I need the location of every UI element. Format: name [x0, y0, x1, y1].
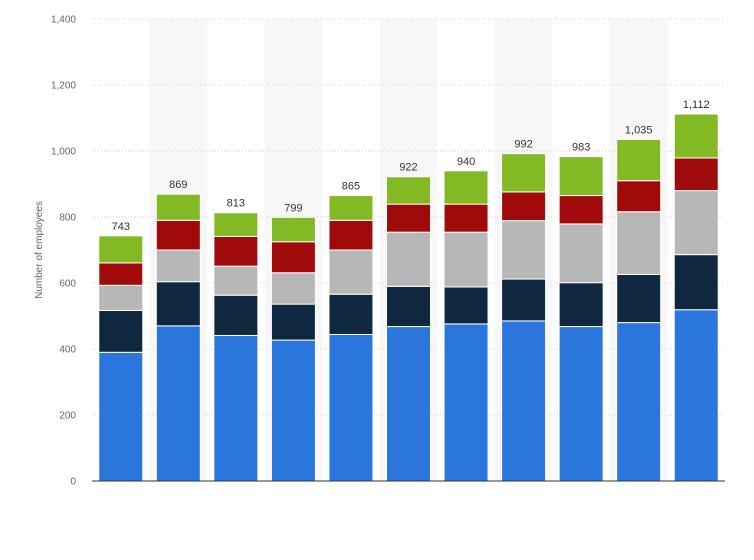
- bar-segment: [155, 249, 201, 283]
- y-axis-title: Number of employees: [34, 201, 45, 299]
- bar-segment: [616, 138, 662, 182]
- bar-segment: [558, 223, 604, 284]
- bar-segment: [213, 334, 259, 482]
- bar-segment: [213, 235, 259, 267]
- bar-segment: [386, 176, 431, 205]
- bar-total-label: 983: [572, 142, 590, 154]
- bar-segment: [616, 273, 662, 324]
- bar-segment: [270, 216, 316, 243]
- bar-segment: [98, 235, 144, 264]
- bar-total-label: 1,035: [625, 124, 653, 136]
- bar-segment: [673, 309, 719, 482]
- bar-segment: [386, 326, 431, 482]
- bar-segment: [155, 193, 201, 221]
- bar-segment: [558, 195, 604, 225]
- bar-total-labels: 743 869 813 799 865 922 940 992 983 1,035 1,112: [112, 99, 710, 233]
- bar-segment: [386, 231, 431, 287]
- bar-segment: [213, 294, 259, 336]
- bar-segment: [328, 195, 374, 221]
- bar-segment: [673, 190, 719, 256]
- bar-segment: [616, 322, 662, 482]
- bar-segment: [443, 231, 489, 288]
- y-tick-label: 800: [59, 213, 76, 224]
- bar-segment: [616, 211, 662, 275]
- y-tick-label: 400: [59, 345, 76, 356]
- bar-segment: [558, 156, 604, 197]
- bar-segment: [673, 157, 719, 192]
- y-tick-label: 1,000: [51, 147, 76, 158]
- bar-segment: [558, 282, 604, 328]
- bar-segment: [328, 333, 374, 482]
- bar-segment: [501, 153, 547, 193]
- bar-segment: [328, 293, 374, 335]
- bar-total-label: 869: [169, 179, 187, 191]
- y-tick-label: 0: [70, 477, 76, 488]
- bar-segment: [673, 113, 719, 159]
- bar-segment: [443, 203, 489, 233]
- bar-segment: [501, 320, 547, 482]
- bar-segment: [501, 278, 547, 322]
- bar-segment: [98, 262, 144, 286]
- bar-segment: [213, 212, 259, 237]
- bar-segment: [270, 303, 316, 341]
- bar-segment: [616, 180, 662, 213]
- bar-segment: [501, 191, 547, 222]
- bar-segment: [155, 281, 201, 327]
- bar-segment: [270, 272, 316, 305]
- bar-segment: [443, 286, 489, 325]
- bar-total-label: 743: [112, 221, 130, 233]
- y-tick-label: 1,200: [51, 81, 76, 92]
- bar-total-label: 940: [457, 156, 475, 168]
- bar-total-label: 813: [227, 198, 245, 210]
- bar-total-label: 799: [284, 202, 302, 214]
- bar-segment: [558, 326, 604, 482]
- bar-segment: [501, 220, 547, 280]
- bar-segment: [213, 265, 259, 296]
- bars: [98, 113, 719, 482]
- bar-segment: [328, 249, 374, 295]
- y-axis-ticks: 0 200 400 600 800 1,000 1,200 1,400: [51, 15, 76, 488]
- bar-segment: [328, 219, 374, 251]
- bar-total-label: 1,112: [683, 99, 710, 111]
- bar-segment: [673, 254, 719, 311]
- y-tick-label: 600: [59, 279, 76, 290]
- bar-segment: [98, 284, 144, 311]
- bar-segment: [270, 339, 316, 482]
- bar-segment: [443, 170, 489, 205]
- bar-total-label: 922: [399, 162, 417, 174]
- y-tick-label: 200: [59, 411, 76, 422]
- bar-segment: [386, 285, 431, 328]
- bar-segment: [98, 309, 144, 353]
- bar-total-label: 865: [342, 181, 360, 193]
- y-tick-label: 1,400: [51, 15, 76, 26]
- bar-segment: [270, 241, 316, 274]
- bar-segment: [155, 325, 201, 482]
- bar-segment: [386, 203, 431, 233]
- bar-total-label: 992: [514, 139, 532, 151]
- bar-segment: [98, 351, 144, 482]
- bar-segment: [155, 219, 201, 251]
- bar-segment: [443, 323, 489, 482]
